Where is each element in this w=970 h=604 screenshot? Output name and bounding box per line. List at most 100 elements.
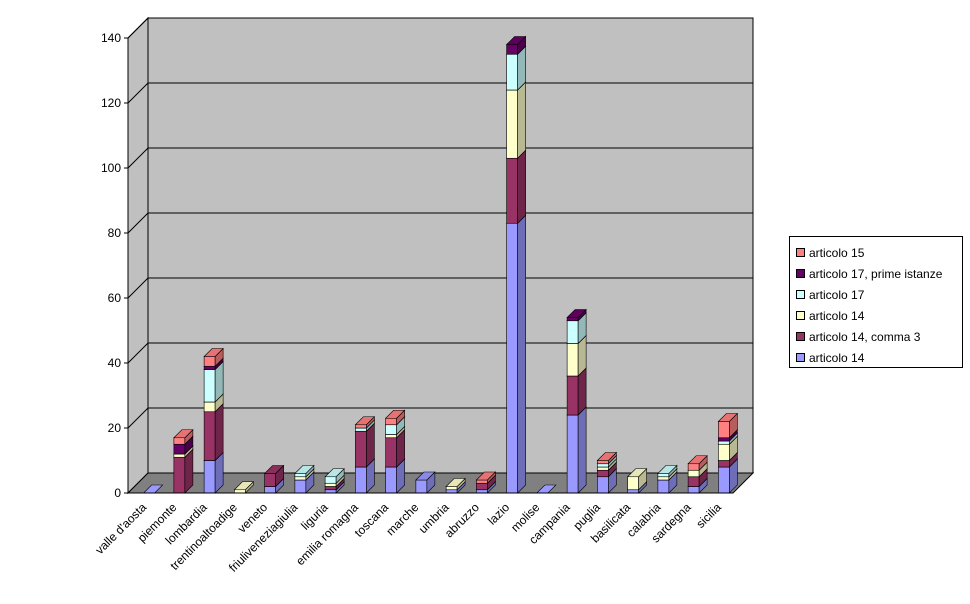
bar-segment-front	[324, 486, 337, 491]
legend-item: articolo 14	[796, 305, 962, 326]
legend-swatch	[796, 269, 805, 278]
bar-segment-front	[566, 414, 579, 494]
bar-segment-front	[324, 482, 337, 487]
gridline	[127, 277, 753, 299]
bar-stack	[294, 464, 315, 494]
bar-segment-front	[597, 476, 609, 494]
y-tick-label: 20	[108, 421, 122, 435]
bar-segment-top	[596, 452, 618, 461]
bar-segment-top	[173, 429, 194, 439]
bar-segment-top	[566, 309, 587, 318]
bar-segment-front	[173, 437, 186, 445]
legend-item: articolo 17	[796, 284, 962, 305]
bar-segment-front	[294, 476, 307, 481]
legend-item: articolo 14	[796, 347, 962, 368]
bar-stack	[505, 35, 527, 494]
bar-segment-front	[566, 320, 579, 344]
bar-stack	[415, 471, 436, 494]
bar-segment-front	[597, 460, 609, 465]
bar-segment-front	[324, 476, 337, 484]
chart-walls	[126, 16, 755, 495]
bar-stack	[233, 481, 255, 494]
bar-segment-top	[263, 465, 285, 474]
gridline	[127, 407, 753, 429]
bar-segment-top	[475, 471, 497, 481]
y-tick-label: 0	[114, 486, 121, 500]
bar-segment-front	[597, 469, 609, 478]
bar-segment-side	[517, 214, 526, 494]
bar-segment-front	[687, 463, 700, 471]
bar-segment-top	[505, 36, 527, 45]
x-axis: valle d'aostapiemontelombardiatrentinoal…	[92, 492, 733, 575]
bar-segment-front	[687, 486, 700, 494]
bar-segment-top	[233, 481, 255, 491]
bar-segment-top	[415, 471, 436, 481]
bar-segment-front	[476, 482, 488, 491]
legend-label: articolo 14	[809, 308, 865, 323]
y-tick-label: 80	[108, 226, 122, 240]
bar-stack	[203, 347, 224, 494]
x-category-label: marche	[383, 500, 421, 538]
bar-segment-side	[517, 81, 526, 159]
bar-segment-front	[355, 427, 367, 432]
gridlines	[127, 17, 753, 429]
legend-swatch	[796, 290, 805, 299]
bar-segment-top	[384, 409, 406, 419]
bar-stack	[717, 412, 739, 494]
bar-segment-front	[566, 375, 579, 416]
bar-segment-front	[355, 424, 367, 429]
bar-stack	[566, 308, 587, 494]
bar-segment-top	[294, 465, 315, 474]
bar-segment-front	[203, 365, 216, 370]
bar-segment-top	[717, 413, 739, 422]
bars-layer	[142, 35, 739, 494]
gridline	[127, 212, 753, 234]
gridline	[127, 342, 753, 364]
bar-stack	[626, 468, 648, 494]
y-tick-label: 40	[108, 356, 122, 370]
y-tick-label: 100	[101, 161, 121, 175]
gridline	[127, 147, 753, 169]
bar-segment-front	[597, 463, 609, 468]
bar-segment-front	[203, 356, 216, 367]
legend-swatch	[796, 311, 805, 320]
bar-segment-front	[627, 476, 639, 491]
bar-segment-front	[173, 456, 186, 494]
bar-segment-front	[385, 434, 397, 439]
bar-segment-front	[718, 443, 730, 461]
legend-item: articolo 15	[796, 242, 962, 263]
bar-segment-front	[718, 440, 730, 445]
bar-segment-front	[476, 479, 488, 484]
bar-stack	[324, 468, 345, 494]
bar-segment-front	[506, 157, 518, 224]
bar-segment-front	[294, 479, 307, 494]
bar-segment-front	[657, 479, 670, 494]
bar-segment-front	[566, 317, 579, 322]
bar-segment-front	[597, 466, 609, 471]
legend-item: articolo 14, comma 3	[796, 326, 962, 347]
legend-label: articolo 17, prime istanze	[809, 266, 943, 281]
bar-segment-top	[687, 455, 708, 465]
bar-segment-front	[385, 466, 397, 494]
bar-segment-front	[506, 44, 518, 55]
legend-label: articolo 17	[809, 287, 865, 302]
legend-label: articolo 14	[809, 350, 865, 365]
bar-segment-front	[203, 411, 216, 461]
bar-segment-top	[657, 465, 678, 474]
legend-swatch	[796, 248, 805, 257]
bar-segment-front	[718, 466, 730, 494]
bar-stack	[384, 409, 406, 494]
bar-stack	[687, 455, 708, 494]
y-tick-label: 60	[108, 291, 122, 305]
bar-segment-front	[355, 430, 367, 468]
bar-segment-front	[264, 486, 276, 494]
gridline	[127, 17, 753, 39]
bar-segment-front	[203, 369, 216, 403]
bar-stack	[354, 416, 376, 494]
bar-segment-front	[203, 460, 216, 494]
bar-stack	[263, 464, 285, 494]
bar-stack	[657, 464, 678, 494]
bar-segment-front	[718, 437, 730, 442]
bar-segment-front	[657, 473, 670, 478]
bar-segment-front	[173, 443, 186, 455]
